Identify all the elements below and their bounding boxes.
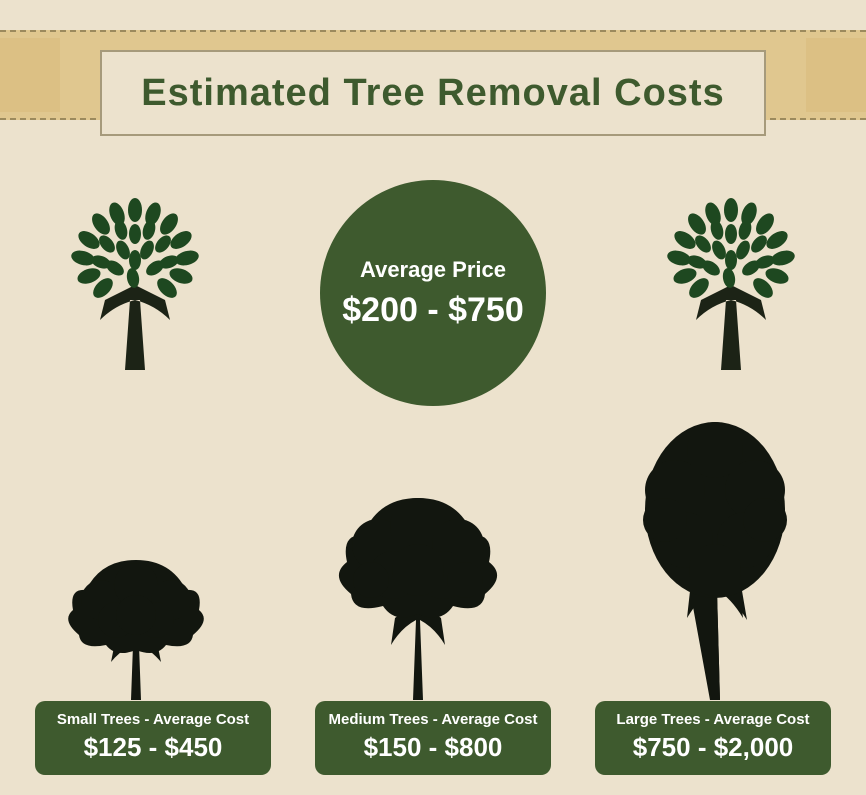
cost-value-small: $125 - $450 bbox=[41, 732, 265, 763]
tree-large-icon bbox=[615, 420, 815, 700]
cost-value-medium: $150 - $800 bbox=[321, 732, 545, 763]
cost-box-small: Small Trees - Average Cost $125 - $450 bbox=[35, 701, 271, 775]
cost-value-large: $750 - $2,000 bbox=[601, 732, 825, 763]
cost-box-medium: Medium Trees - Average Cost $150 - $800 bbox=[315, 701, 551, 775]
header-band: Estimated Tree Removal Costs bbox=[0, 0, 866, 160]
tree-medium-icon bbox=[323, 490, 513, 700]
average-price-value: $200 - $750 bbox=[342, 291, 524, 330]
decorative-tree-icon-right bbox=[651, 190, 811, 375]
tree-silhouette-row bbox=[0, 410, 866, 700]
ribbon-tab-right bbox=[806, 38, 866, 112]
page-title: Estimated Tree Removal Costs bbox=[141, 72, 724, 115]
average-price-label: Average Price bbox=[360, 257, 506, 283]
cost-label-medium: Medium Trees - Average Cost bbox=[321, 711, 545, 728]
cost-box-large: Large Trees - Average Cost $750 - $2,000 bbox=[595, 701, 831, 775]
content-area: Average Price $200 - $750 bbox=[0, 160, 866, 795]
average-price-circle: Average Price $200 - $750 bbox=[320, 180, 546, 406]
ribbon-tab-left bbox=[0, 38, 60, 112]
tree-small-icon bbox=[51, 550, 221, 700]
cost-label-small: Small Trees - Average Cost bbox=[41, 711, 265, 728]
cost-label-large: Large Trees - Average Cost bbox=[601, 711, 825, 728]
title-box: Estimated Tree Removal Costs bbox=[100, 50, 766, 136]
decorative-tree-icon-left bbox=[55, 190, 215, 375]
